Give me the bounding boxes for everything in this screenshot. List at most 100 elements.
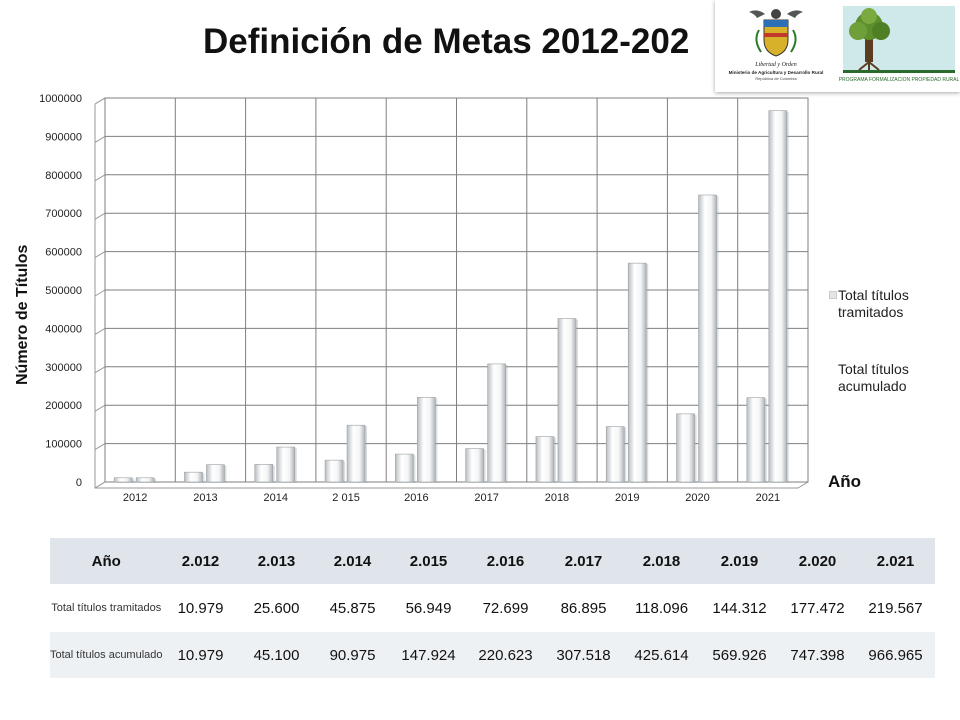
table-cell: 118.096 bbox=[622, 584, 701, 632]
x-axis-label: Año bbox=[828, 472, 862, 491]
grid-line-depth bbox=[94, 443, 106, 451]
y-tick-label: 600000 bbox=[45, 247, 82, 259]
table-cell: 425.614 bbox=[622, 631, 701, 679]
grid-line-depth bbox=[94, 289, 106, 297]
table-cell: 177.472 bbox=[778, 584, 857, 632]
seal-country: República de Colombia bbox=[755, 76, 797, 81]
y-tick-label: 300000 bbox=[45, 362, 82, 374]
x-tick-label: 2018 bbox=[545, 492, 569, 504]
table-row-label: Total títulos acumulado bbox=[50, 631, 163, 679]
table-header-cell: 2.018 bbox=[622, 538, 701, 585]
table-header-cell: 2.017 bbox=[544, 538, 623, 585]
table-header-cell: 2.019 bbox=[700, 538, 779, 585]
table-cell: 966.965 bbox=[856, 631, 935, 679]
x-tick-label: 2016 bbox=[404, 492, 428, 504]
grid-line-depth bbox=[94, 97, 106, 105]
bars bbox=[113, 110, 789, 484]
bar-tramitados bbox=[605, 426, 627, 483]
y-tick-label: 800000 bbox=[45, 170, 82, 182]
x-tick-label: 2020 bbox=[685, 492, 709, 504]
table-header-year-label: Año bbox=[50, 538, 163, 585]
table-cell: 220.623 bbox=[466, 631, 545, 679]
tree-logo-icon bbox=[843, 6, 955, 86]
table-row-label: Total títulos tramitados bbox=[50, 584, 163, 632]
table-header-cell: 2.012 bbox=[162, 538, 239, 585]
bar-acumulado bbox=[276, 446, 297, 483]
program-banner-text: PROGRAMA FORMALIZACION PROPIEDAD RURAL bbox=[839, 77, 960, 83]
logos-svg: Libertad y Orden Ministerio de Agricultu… bbox=[729, 6, 960, 86]
y-tick-label: 500000 bbox=[45, 285, 82, 297]
x-tick-label: 2017 bbox=[474, 492, 498, 504]
grid-line-depth bbox=[94, 327, 106, 335]
table-cell: 90.975 bbox=[314, 631, 391, 679]
bar-tramitados bbox=[676, 413, 697, 483]
table-cell: 747.398 bbox=[778, 631, 857, 679]
bar-tramitados bbox=[324, 459, 346, 483]
table-cell: 147.924 bbox=[390, 631, 467, 679]
bar-acumulado bbox=[206, 464, 227, 483]
table-cell: 86.895 bbox=[544, 584, 623, 632]
table-cell: 45.100 bbox=[238, 631, 315, 679]
table-cell: 569.926 bbox=[700, 631, 779, 679]
slide-title: Definición de Metas 2012-202 bbox=[203, 22, 690, 61]
legend-label-tramitados: Total títulos tramitados bbox=[838, 287, 909, 320]
grid-line-depth bbox=[94, 404, 106, 412]
legend-label-acumulado: Total títulos acumulado bbox=[838, 361, 909, 394]
table-cell: 219.567 bbox=[856, 584, 935, 632]
grid-line-depth bbox=[94, 366, 106, 374]
table-cell: 72.699 bbox=[466, 584, 545, 632]
table-header-cell: 2.016 bbox=[466, 538, 545, 585]
x-tick-label: 2013 bbox=[193, 492, 217, 504]
grid-line-depth bbox=[94, 251, 106, 259]
bar-tramitados bbox=[465, 448, 486, 483]
y-tick-label: 100000 bbox=[45, 439, 82, 451]
bar-tramitados bbox=[254, 464, 275, 483]
table-row: Total títulos tramitados 10.979 25.600 4… bbox=[50, 584, 935, 632]
y-tick-label: 900000 bbox=[45, 131, 82, 143]
table-header-cell: 2.014 bbox=[314, 538, 391, 585]
data-table: Año 2.012 2.013 2.014 2.015 2.016 2.017 … bbox=[50, 538, 935, 679]
coat-of-arms-icon bbox=[749, 9, 803, 57]
grid-line-depth bbox=[94, 481, 106, 489]
x-tick-label: 2012 bbox=[123, 492, 147, 504]
x-tick-label: 2021 bbox=[756, 492, 780, 504]
bar-tramitados bbox=[184, 471, 205, 483]
grid-line-depth bbox=[94, 135, 106, 143]
grid-line-depth bbox=[94, 212, 106, 220]
table-cell: 10.979 bbox=[162, 584, 239, 632]
y-axis-ticks: 0 100000 200000 300000 400000 500000 600000 700… bbox=[39, 93, 82, 489]
y-tick-label: 400000 bbox=[45, 323, 82, 335]
table-cell: 56.949 bbox=[390, 584, 467, 632]
table-header-cell: 2.015 bbox=[390, 538, 467, 585]
x-axis-ticks: 2012 2013 2014 2 015 2016 2017 2018 2019 2020 202… bbox=[123, 492, 780, 504]
legend-item-tramitados: Total títulos tramitados bbox=[829, 287, 948, 321]
bar-acumulado bbox=[135, 477, 157, 483]
table-row: Total títulos acumulado 10.979 45.100 90… bbox=[50, 631, 935, 679]
legend-swatch-tramitados bbox=[829, 291, 837, 299]
y-tick-label: 700000 bbox=[45, 208, 82, 220]
x-tick-label: 2 015 bbox=[332, 492, 360, 504]
seal-motto: Libertad y Orden bbox=[754, 62, 796, 68]
y-axis-label: Número de Títulos bbox=[14, 244, 31, 385]
y-tick-label: 1000000 bbox=[39, 93, 82, 105]
bar-acumulado bbox=[768, 110, 789, 484]
bar-acumulado bbox=[557, 318, 578, 483]
table-header-row: Año 2.012 2.013 2.014 2.015 2.016 2.017 … bbox=[50, 538, 935, 585]
table-cell: 307.518 bbox=[544, 631, 623, 679]
bar-acumulado bbox=[698, 194, 719, 484]
table-header-cell: 2.013 bbox=[238, 538, 315, 585]
table-cell: 45.875 bbox=[314, 584, 391, 632]
bar-acumulado bbox=[346, 424, 368, 483]
table-cell: 25.600 bbox=[238, 584, 315, 632]
seal-ministry: Ministerio de Agricultura y Desarrollo R… bbox=[729, 70, 824, 75]
table-header-cell: 2.020 bbox=[778, 538, 857, 585]
bar-tramitados bbox=[113, 477, 135, 483]
x-tick-label: 2014 bbox=[264, 492, 288, 504]
legend-item-acumulado: Total títulos acumulado bbox=[838, 361, 948, 395]
table-cell: 10.979 bbox=[162, 631, 239, 679]
x-tick-label: 2019 bbox=[615, 492, 639, 504]
bar-tramitados bbox=[535, 436, 556, 483]
bar-acumulado bbox=[487, 363, 508, 483]
table-header-cell: 2.021 bbox=[856, 538, 935, 585]
bar-chart: 0 100000 200000 300000 400000 500000 600000 700… bbox=[39, 93, 809, 504]
